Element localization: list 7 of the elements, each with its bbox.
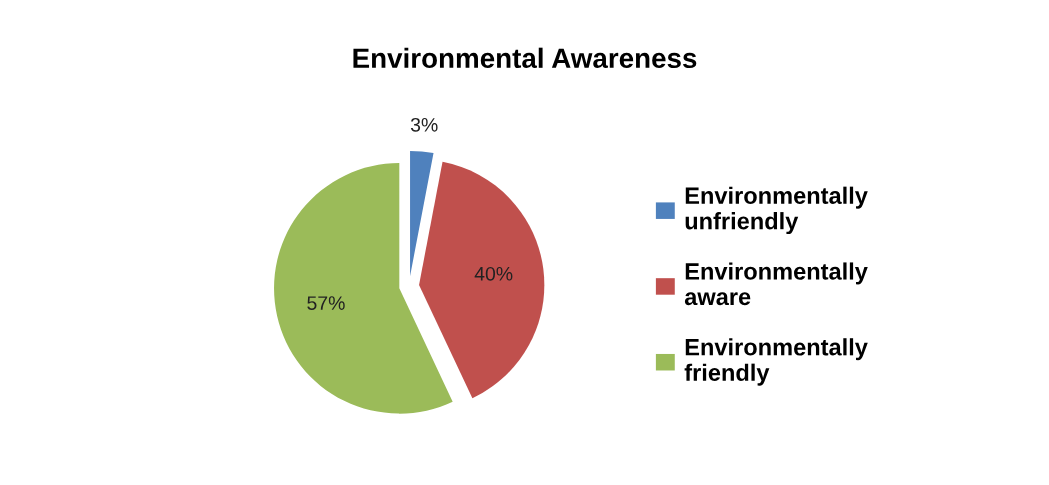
- data-label: 57%: [307, 296, 345, 310]
- legend-label: Environmentally unfriendly: [685, 186, 868, 235]
- legend-label: Environmentally friendly: [684, 338, 868, 386]
- data-label: 3%: [410, 117, 438, 132]
- chart-title: Environmental Awareness: [353, 47, 697, 69]
- legend-label: Environmentally aware: [684, 262, 868, 306]
- data-label: 40%: [474, 266, 513, 281]
